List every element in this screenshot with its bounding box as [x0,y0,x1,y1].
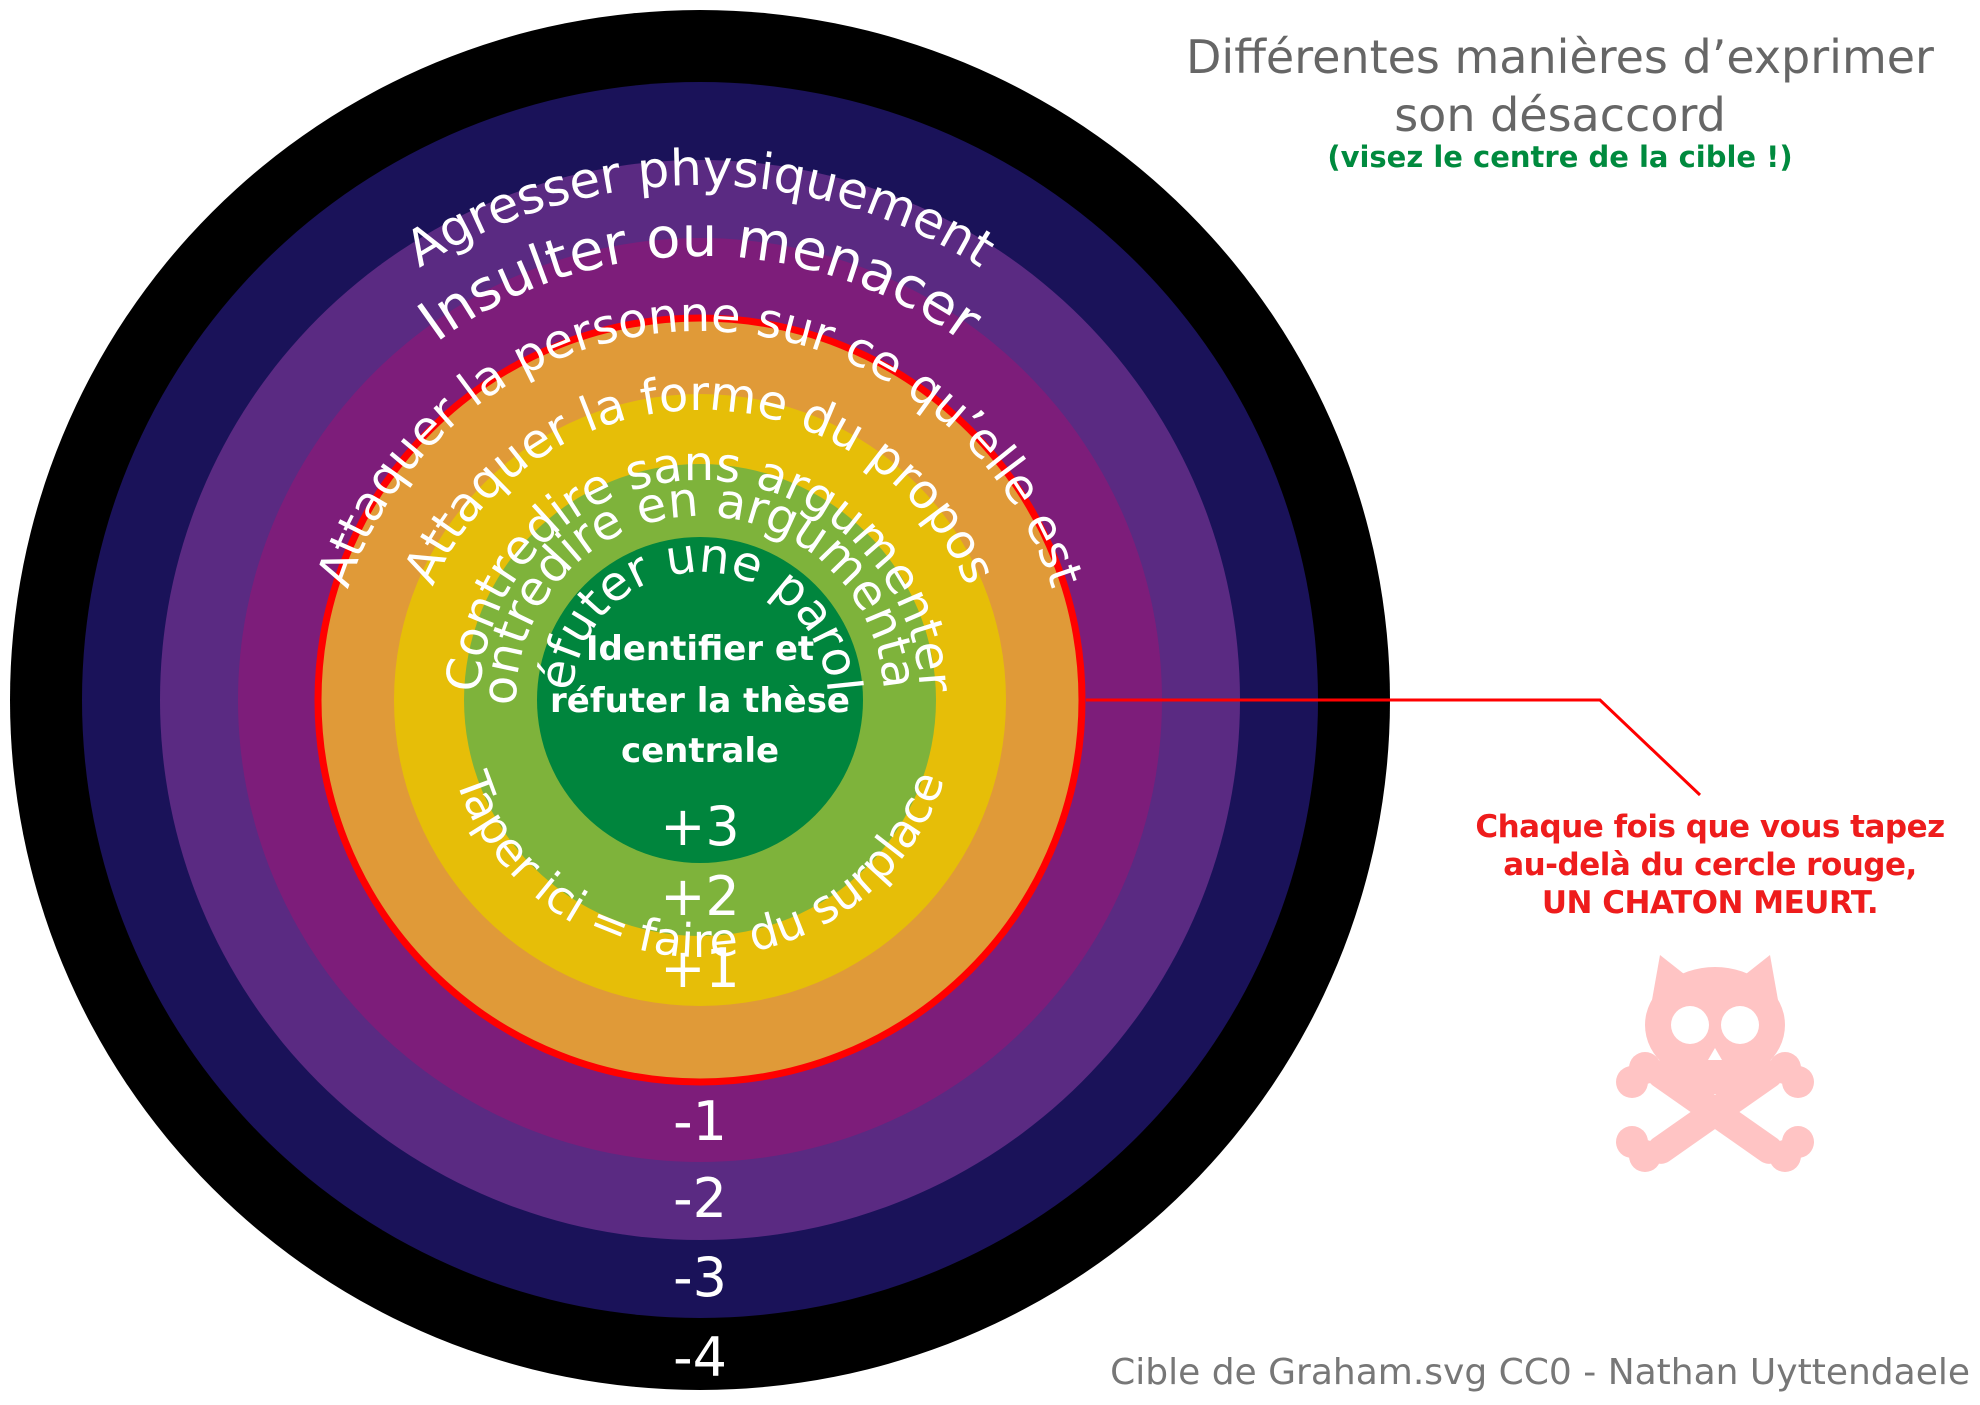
warning-line1: Chaque fois que vous tapez [1475,809,1945,845]
score-minus1: -1 [673,1090,727,1153]
title-line2: son désaccord [1394,88,1726,142]
score-minus4: -4 [673,1326,727,1389]
center-label-line1: Identifier et [586,629,814,669]
credit-text: Cible de Graham.svg CC0 - Nathan Uyttend… [1110,1352,1970,1393]
center-bullseye [537,537,863,863]
diagram-subtitle: (visez le centre de la cible !) [1327,140,1793,174]
title-line1: Différentes manières d’exprimer [1186,30,1934,84]
warning-text: Chaque fois que vous tapez au-delà du ce… [1430,808,1980,922]
warning-line2: au-delà du cercle rouge, [1503,847,1917,883]
score-plus2: +2 [660,865,740,928]
score-minus2: -2 [673,1167,727,1230]
diagram-title: Différentes manières d’exprimer son désa… [1120,28,1980,144]
red-limit-circle [314,314,1086,1086]
score-plus3: +3 [660,795,740,858]
warning-line3: UN CHATON MEURT. [1541,885,1879,921]
warning-pointer-line [1086,698,1702,797]
score-minus3: -3 [673,1246,727,1309]
cat-skull-crossbones-icon [1616,955,1814,1172]
center-label-line3: centrale [621,731,779,771]
score-plus1: +1 [660,937,740,1000]
center-label-line2: réfuter la thèse [550,681,850,721]
